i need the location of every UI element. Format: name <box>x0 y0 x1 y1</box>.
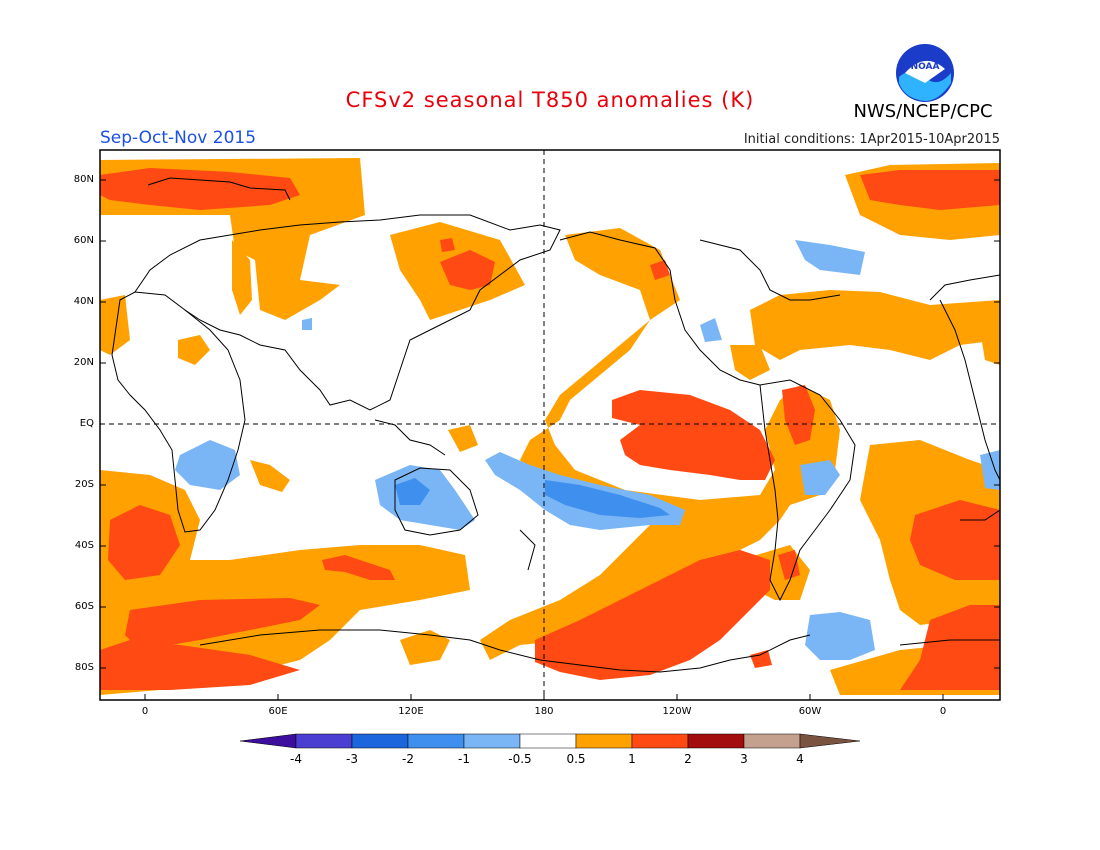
chart-title: CFSv2 seasonal T850 anomalies (K) <box>345 88 755 112</box>
lat-label: 60S <box>74 601 94 612</box>
lat-label: 20N <box>73 357 94 368</box>
colorbar-label: 0.5 <box>566 752 586 766</box>
lon-ticks <box>144 694 944 700</box>
colorbar-label: 1 <box>628 752 636 766</box>
lat-label: 20S <box>74 479 94 490</box>
lon-label: 60E <box>268 706 288 717</box>
lon-label: 120W <box>662 706 692 717</box>
svg-text:NOAA: NOAA <box>911 62 940 72</box>
anomaly-field <box>100 158 1000 695</box>
colorbar-label: -3 <box>346 752 358 766</box>
lon-label: 60W <box>798 706 822 717</box>
lon-label: 0 <box>141 706 149 717</box>
colorbar-arrow-right <box>799 733 861 749</box>
coastlines <box>111 177 1000 673</box>
colorbar-label: 3 <box>740 752 748 766</box>
lat-label: 40N <box>73 296 94 307</box>
cool-anomalies-strong <box>395 478 670 518</box>
lat-label: 40S <box>74 540 94 551</box>
lat-label: 80S <box>74 662 94 673</box>
initial-conditions: Initial conditions: 1Apr2015-10Apr2015 <box>743 132 1000 147</box>
map-frame <box>99 149 1001 701</box>
colorbar-label: -4 <box>290 752 302 766</box>
lat-label: 80N <box>73 174 94 185</box>
season-label: Sep-Oct-Nov 2015 <box>100 128 257 148</box>
agency-label: NWS/NCEP/CPC <box>853 101 993 122</box>
colorbar <box>239 733 861 749</box>
warm-anomalies-strong <box>100 168 1000 690</box>
lat-label: EQ <box>79 418 94 429</box>
lon-label: 120E <box>398 706 424 717</box>
colorbar-label: -2 <box>402 752 414 766</box>
colorbar-label: 4 <box>796 752 804 766</box>
lon-label: 180 <box>534 706 554 717</box>
lat-ticks <box>100 179 1000 669</box>
colorbar-label: -1 <box>458 752 470 766</box>
lon-label: 0 <box>939 706 947 717</box>
colorbar-arrow-left <box>239 733 297 749</box>
lat-label: 60N <box>73 235 94 246</box>
colorbar-label: 2 <box>684 752 692 766</box>
colorbar-label: -0.5 <box>508 752 532 766</box>
noaa-logo: NOAA <box>896 44 954 102</box>
